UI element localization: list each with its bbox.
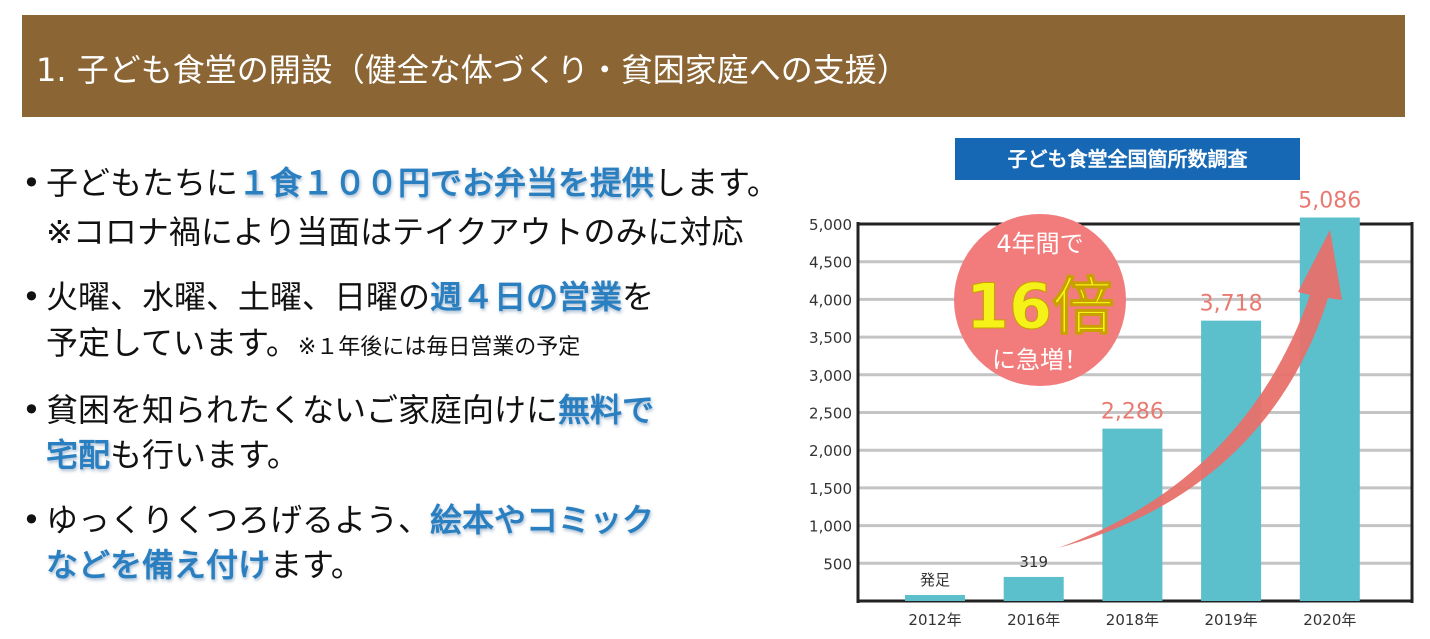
bullet-dot: •	[22, 278, 41, 316]
bullet-text: ゆっくりくつろげるよう、	[46, 501, 431, 539]
x-tick-label: 2016年	[1007, 611, 1060, 629]
bullet-highlight: 週４日の営業	[430, 278, 623, 316]
y-tick-label: 2,500	[809, 405, 852, 423]
bullet-highlight: 宅配	[46, 436, 111, 474]
y-tick-label: 2,000	[809, 442, 852, 460]
x-tick-label: 2012年	[908, 611, 961, 629]
bar-value-label: 319	[1019, 553, 1048, 571]
bullet-2: • 火曜、水曜、土曜、日曜の週４日の営業を	[22, 274, 654, 320]
bullet-highlight: などを備え付け	[46, 546, 271, 584]
chart-title: 子ども食堂全国箇所数調査	[955, 138, 1300, 180]
annotation-circle	[954, 214, 1126, 386]
x-tick-label: 2019年	[1205, 611, 1258, 629]
bar	[1003, 576, 1064, 601]
bar	[905, 595, 965, 601]
bullet-text: 予定しています。	[46, 324, 298, 362]
annotation-line1: 4年間で	[996, 230, 1083, 258]
bullet-highlight: 絵本やコミック	[430, 501, 655, 539]
bullet-dot: •	[22, 391, 41, 429]
bullet-2-line2: 予定しています。※１年後には毎日営業の予定	[46, 320, 580, 371]
y-tick-label: 3,500	[809, 329, 852, 347]
title-bar: 1. 子ども食堂の開設（健全な体づくり・貧困家庭への支援）	[22, 15, 1405, 117]
y-tick-label: 3,000	[809, 367, 852, 385]
y-tick-label: 4,500	[809, 254, 852, 272]
annotation-line3: に急増！	[992, 346, 1088, 374]
bullet-text: 火曜、水曜、土曜、日曜の	[46, 278, 431, 316]
bullet-3: • 貧困を知られたくないご家庭向けに無料で	[22, 387, 654, 433]
bullet-text: 貧困を知られたくないご家庭向けに	[46, 391, 559, 429]
bullet-dot: •	[22, 164, 41, 202]
bullet-text: します。	[654, 164, 779, 202]
bullet-highlight: １食１００円でお弁当を提供	[238, 164, 655, 202]
bullet-note: ※１年後には毎日営業の予定	[297, 335, 581, 360]
annotation-multiplier: 16倍	[966, 270, 1114, 343]
bullet-4: • ゆっくりくつろげるよう、絵本やコミック	[22, 497, 654, 543]
bullet-4-line2: などを備え付けます。	[46, 542, 363, 588]
growth-arrow	[1058, 230, 1342, 548]
bar-value-label: 発足	[920, 571, 950, 589]
x-tick-label: 2020年	[1303, 611, 1356, 629]
page-title: 1. 子ども食堂の開設（健全な体づくり・貧困家庭への支援）	[36, 51, 909, 89]
bar-value-label: 3,718	[1200, 292, 1263, 317]
y-tick-label: 500	[823, 555, 852, 573]
bullet-1-note: ※コロナ禍により当面はテイクアウトのみに対応	[46, 213, 744, 251]
y-tick-label: 4,000	[809, 291, 852, 309]
bullet-text: 子どもたちに	[46, 164, 239, 202]
y-tick-label: 1,500	[809, 480, 852, 498]
y-tick-label: 1,000	[809, 518, 852, 536]
bar-value-label: 5,086	[1298, 189, 1361, 214]
y-tick-label: 5,000	[809, 216, 852, 234]
bullet-1: • 子どもたちに１食１００円でお弁当を提供します。	[22, 160, 779, 206]
bullet-text: ます。	[270, 546, 363, 584]
bullet-dot: •	[22, 501, 41, 539]
bullet-text: を	[622, 278, 655, 316]
x-tick-label: 2018年	[1106, 611, 1159, 629]
bullet-3-line2: 宅配も行います。	[46, 432, 299, 478]
bullet-text: も行います。	[110, 436, 299, 474]
bar-chart: 500 1,000 1,500 2,000 2,500 3,000 3,500 4,000 4,…	[809, 189, 1414, 629]
bar-value-label: 2,286	[1101, 400, 1164, 425]
bullet-highlight: 無料で	[558, 391, 655, 429]
